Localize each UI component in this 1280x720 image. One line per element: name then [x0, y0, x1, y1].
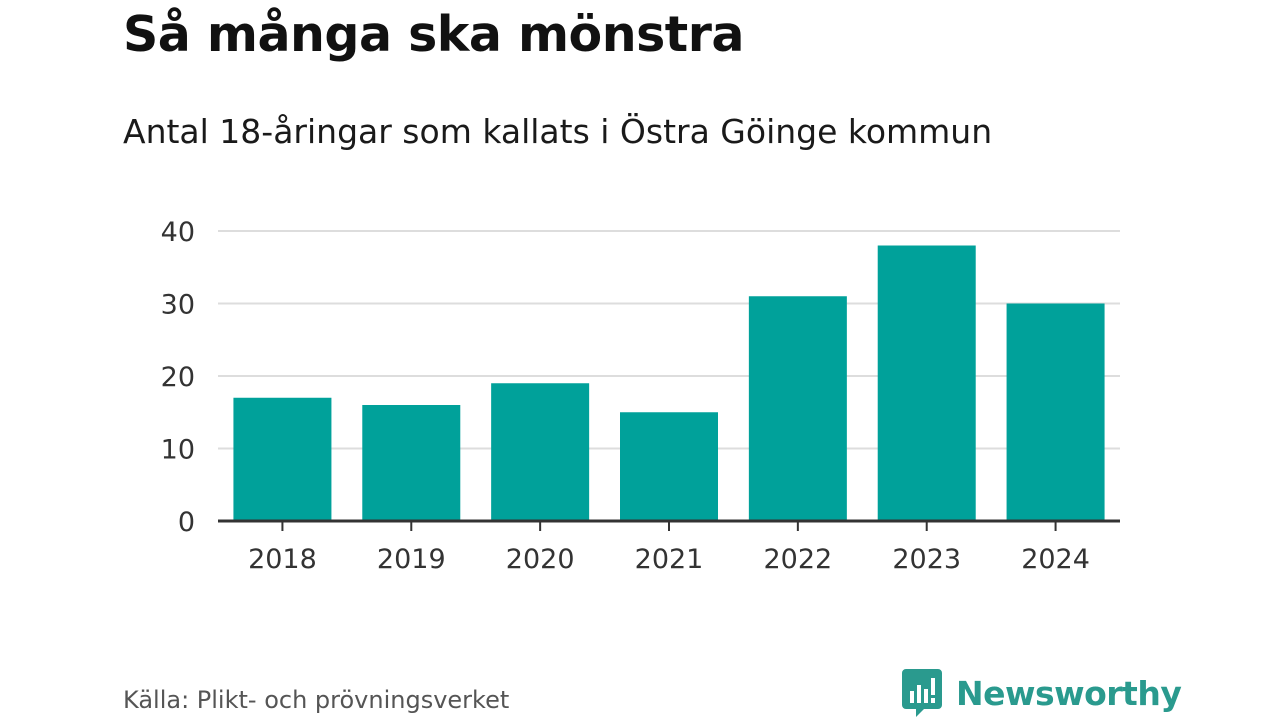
bar-2022: [748, 296, 847, 521]
bar-2023: [877, 245, 976, 521]
y-tick-label: 40: [161, 217, 195, 248]
chart-subtitle: Antal 18-åringar som kallats i Östra Göi…: [123, 112, 993, 151]
x-tick-label: 2023: [892, 544, 961, 575]
x-tick-label: 2020: [506, 544, 575, 575]
x-tick-label: 2021: [635, 544, 704, 575]
x-tick-label: 2019: [377, 544, 446, 575]
chart-title: Så många ska mönstra: [123, 6, 744, 63]
bar-2018: [233, 397, 332, 521]
source-note: Källa: Plikt- och prövningsverket: [123, 686, 510, 714]
y-tick-label: 0: [178, 507, 195, 538]
bar-2020: [491, 383, 590, 521]
bar-chart: 0 10 20 30 40 2018 2019 2020 2021 2022 2023 2024: [161, 217, 1120, 575]
y-tick-label: 10: [161, 435, 195, 466]
newsworthy-logo-text: Newsworthy: [956, 673, 1182, 713]
bar-2019: [362, 405, 461, 521]
newsworthy-logo: Newsworthy: [902, 669, 1182, 717]
bars: [233, 245, 1105, 521]
newsworthy-logo-icon: [902, 669, 942, 717]
bar-2024: [1006, 303, 1105, 521]
y-axis-ticks: 0 10 20 30 40: [161, 217, 195, 538]
bar-2021: [620, 412, 718, 521]
x-axis-ticks: 2018 2019 2020 2021 2022 2023 2024: [218, 519, 1120, 575]
x-tick-label: 2018: [248, 544, 317, 575]
y-tick-label: 30: [161, 290, 195, 321]
y-tick-label: 20: [161, 362, 195, 393]
x-tick-label: 2024: [1021, 544, 1090, 575]
x-tick-label: 2022: [763, 544, 832, 575]
